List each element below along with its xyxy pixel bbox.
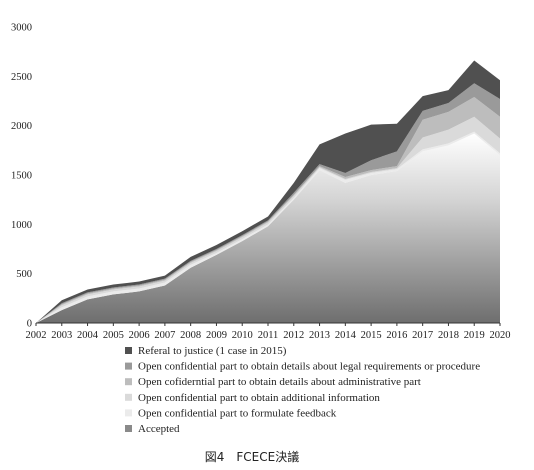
x-tick-label: 2019: [464, 330, 485, 341]
y-tick-label: 500: [16, 269, 32, 280]
legend-swatch-open-confidential-part-to-formulate-feedback: [125, 409, 132, 417]
x-tick-label: 2005: [103, 330, 124, 341]
x-tick-label: 2014: [335, 330, 357, 341]
legend-label-open-confidential-part-to-obtain-additional-information: Open confidential part to obtain additio…: [138, 392, 380, 404]
legend-swatch-referal-to-justice-1-case-in-2015: [125, 347, 132, 354]
x-tick-label: 2007: [154, 330, 175, 341]
legend-label-referal-to-justice-1-case-in-2015: Referal to justice (1 case in 2015): [138, 345, 287, 357]
area-open-cofiderntial-part-to-obtain-details-about-administrative-part: [36, 97, 500, 323]
x-tick-label: 2017: [412, 330, 433, 341]
x-tick-label: 2016: [386, 330, 407, 341]
legend-swatch-open-confidential-part-to-obtain-additional-information: [125, 393, 132, 401]
legend-label-open-cofiderntial-part-to-obtain-details-about-administrative-part: Open cofiderntial part to obtain details…: [138, 376, 421, 388]
x-tick-label: 2010: [232, 330, 253, 341]
area-open-confidential-part-to-obtain-details-about-legal-requirements-or-procedure: [36, 83, 500, 324]
x-tick-label: 2003: [51, 330, 72, 341]
area-open-confidential-part-to-obtain-additional-information: [36, 116, 500, 323]
y-tick-label: 2500: [11, 72, 32, 83]
area-accepted: [36, 133, 500, 323]
x-tick-label: 2004: [77, 330, 99, 341]
plot-area: [36, 60, 500, 324]
axes: 0 500 1000 1500 2000 2500 3000 2002 2003 2004 2005…: [11, 23, 511, 342]
legend-label-open-confidential-part-to-formulate-feedback: Open confidential part to formulate feed…: [138, 407, 337, 419]
legend-label-accepted: Accepted: [138, 423, 180, 435]
x-tick-label: 2020: [490, 330, 511, 341]
legend-swatch-open-cofiderntial-part-to-obtain-details-about-administrative-part: [125, 378, 132, 386]
y-tick-label: 3000: [11, 23, 32, 34]
x-tick-label: 2018: [438, 330, 459, 341]
legend-label-open-confidential-part-to-obtain-details-about-legal-requirements-or-procedure: Open confidential part to obtain details…: [138, 361, 480, 373]
x-tick-label: 2012: [283, 330, 304, 341]
x-tick-label: 2013: [309, 330, 330, 341]
x-tick-label: 2009: [206, 330, 227, 341]
x-tick-label: 2008: [180, 330, 201, 341]
y-tick-label: 2000: [11, 121, 32, 132]
x-tick-label: 2002: [26, 330, 47, 341]
x-tick-label: 2015: [361, 330, 382, 341]
x-tick-label: 2006: [129, 330, 150, 341]
legend-swatch-accepted: [125, 425, 132, 432]
chart-caption: 図4 FCECE決議: [205, 450, 299, 464]
legend: Referal to justice (1 case in 2015) Open …: [125, 345, 480, 435]
x-tick-label: 2011: [258, 330, 279, 341]
y-tick-label: 0: [27, 319, 32, 330]
y-tick-label: 1000: [11, 220, 32, 231]
legend-swatch-open-confidential-part-to-obtain-details-about-legal-requirements-or-procedure: [125, 362, 132, 370]
area-referal-to-justice-1-case-in-2015: [36, 60, 500, 324]
y-tick-label: 1500: [11, 171, 32, 182]
